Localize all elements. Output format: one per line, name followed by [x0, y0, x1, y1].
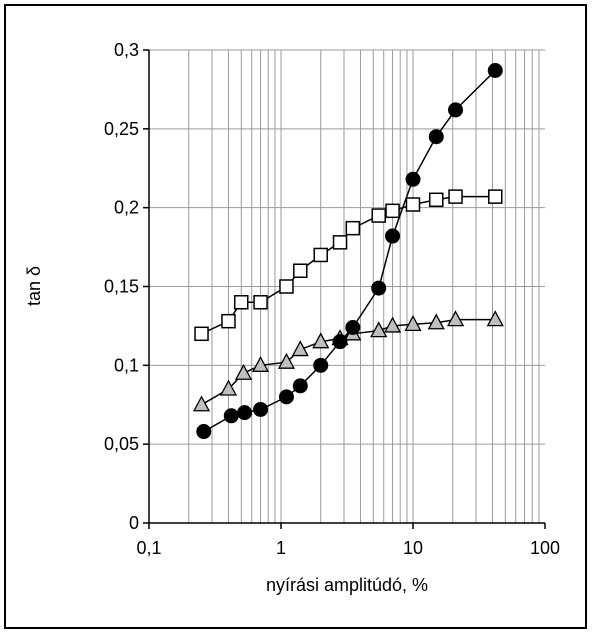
- series-2-point: [404, 314, 422, 331]
- x-tick-label: 10: [403, 538, 423, 558]
- series-1-point: [371, 208, 386, 223]
- y-tick-label: 0,3: [114, 40, 139, 60]
- series-2-point: [234, 363, 253, 380]
- series-2-point: [251, 355, 270, 372]
- series-3-point: [405, 171, 421, 187]
- series-2-point: [277, 352, 296, 369]
- series-layer: [192, 62, 504, 440]
- series-1-point: [313, 247, 328, 263]
- series-2-point: [291, 340, 309, 357]
- series-1-point: [428, 192, 444, 208]
- series-3-point: [223, 408, 239, 424]
- series-3-point: [487, 62, 503, 78]
- y-tick-label: 0: [129, 513, 139, 533]
- series-1-point: [279, 279, 294, 294]
- series-1-point: [405, 197, 421, 212]
- series-2-point: [486, 310, 504, 327]
- series-3-point: [313, 357, 329, 373]
- y-tick-label: 0,05: [104, 434, 139, 454]
- series-2-point: [446, 310, 465, 327]
- chart-frame: [4, 4, 587, 629]
- series-3-point: [345, 319, 361, 335]
- series-3-point: [371, 280, 387, 296]
- series-2-point: [312, 332, 330, 349]
- y-tick-label: 0,2: [114, 198, 139, 218]
- series-1-point: [194, 326, 209, 342]
- y-tick-label: 0,1: [114, 355, 139, 375]
- y-tick-label: 0,25: [104, 119, 139, 139]
- series-1-point: [234, 295, 249, 310]
- series-1-point: [332, 235, 348, 250]
- series-3-point: [237, 405, 253, 421]
- series-2-point: [219, 379, 238, 396]
- series-3-point: [292, 378, 308, 394]
- x-tick-label: 0,1: [136, 538, 161, 558]
- series-1-point: [488, 189, 503, 204]
- series-1-point: [385, 203, 400, 219]
- series-2-point: [192, 395, 211, 412]
- series-1-point: [293, 263, 308, 278]
- series-3-point: [428, 129, 444, 145]
- series-3-point: [278, 389, 294, 405]
- x-tick-label: 100: [530, 538, 560, 558]
- series-1-point: [221, 313, 236, 329]
- series-1-point: [253, 295, 268, 310]
- series-2-point: [383, 316, 402, 333]
- series-3-point: [385, 228, 401, 244]
- series-2-point: [370, 321, 388, 338]
- series-1-point: [448, 189, 463, 204]
- x-axis-label: nyírási amplitúdó, %: [266, 575, 428, 595]
- series-2-point: [427, 313, 445, 330]
- y-axis-label: tan δ: [24, 266, 44, 306]
- series-1-point: [345, 220, 361, 236]
- tick-labels: 0 0,05 0,1 0,15 0,2 0,25 0,3 0,1 1 10 100: [104, 40, 560, 558]
- y-tick-label: 0,15: [104, 277, 139, 297]
- series-3-point: [253, 401, 269, 417]
- series-3-point: [196, 424, 212, 440]
- x-tick-label: 1: [276, 538, 286, 558]
- axes: [143, 49, 546, 529]
- grid: [148, 49, 545, 524]
- series-3-point: [332, 334, 348, 350]
- series-3-point: [448, 102, 464, 118]
